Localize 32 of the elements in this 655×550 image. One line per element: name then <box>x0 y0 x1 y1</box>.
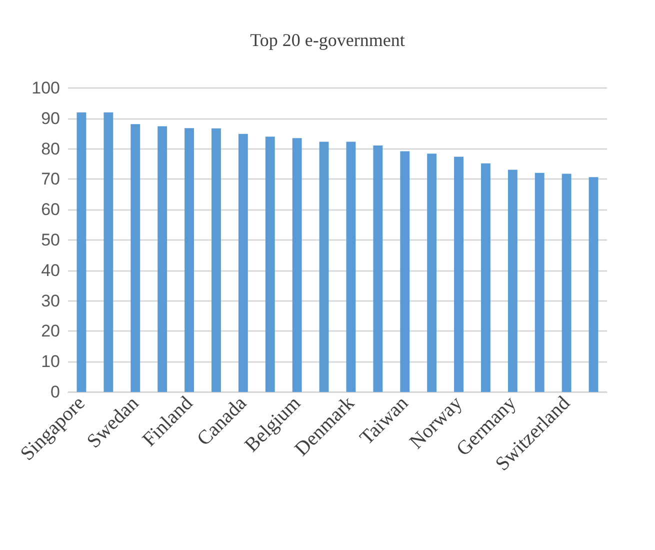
bar <box>562 174 572 392</box>
bar <box>588 177 598 392</box>
bar <box>158 126 168 392</box>
bar <box>130 124 140 392</box>
y-tick-label: 100 <box>32 78 60 98</box>
chart-title: Top 20 e-government <box>250 30 405 50</box>
bar <box>238 134 248 392</box>
y-tick-label: 60 <box>41 200 60 220</box>
bar <box>104 112 114 392</box>
y-tick-label: 20 <box>41 322 60 341</box>
bar <box>508 170 518 392</box>
bar <box>427 154 437 392</box>
y-tick-label: 80 <box>41 139 60 158</box>
bar <box>454 156 464 392</box>
bar <box>265 136 275 392</box>
y-tick-label: 70 <box>41 170 60 189</box>
bar <box>346 142 356 392</box>
y-tick-label: 30 <box>41 291 60 310</box>
bar <box>400 151 410 392</box>
bar <box>319 142 329 392</box>
bar <box>534 172 544 392</box>
y-tick-label: 40 <box>41 260 60 280</box>
bar <box>481 163 490 392</box>
bar <box>76 112 86 392</box>
y-tick-label: 10 <box>41 352 60 372</box>
bar <box>184 128 194 392</box>
y-tick-label: 90 <box>41 108 60 128</box>
bar <box>212 128 221 392</box>
y-tick-label: 50 <box>41 230 60 250</box>
bar <box>292 138 302 392</box>
bar <box>373 145 383 392</box>
y-tick-label: 0 <box>50 382 60 402</box>
